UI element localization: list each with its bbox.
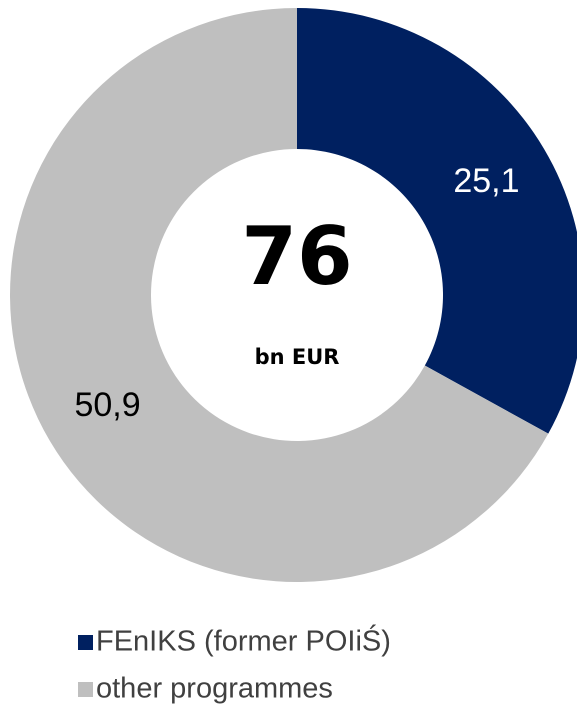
data-label: 50,9 [74,386,140,424]
legend-swatch [78,635,93,650]
slice [297,8,577,434]
data-label: 25,1 [453,162,519,200]
slice [10,8,549,582]
center-unit: bn EUR [255,345,340,369]
legend-label: other programmes [96,673,333,705]
legend-swatch [78,682,93,697]
legend-label: FEnIKS (former POIiŚ) [96,624,391,658]
center-value: 76 [241,210,352,303]
